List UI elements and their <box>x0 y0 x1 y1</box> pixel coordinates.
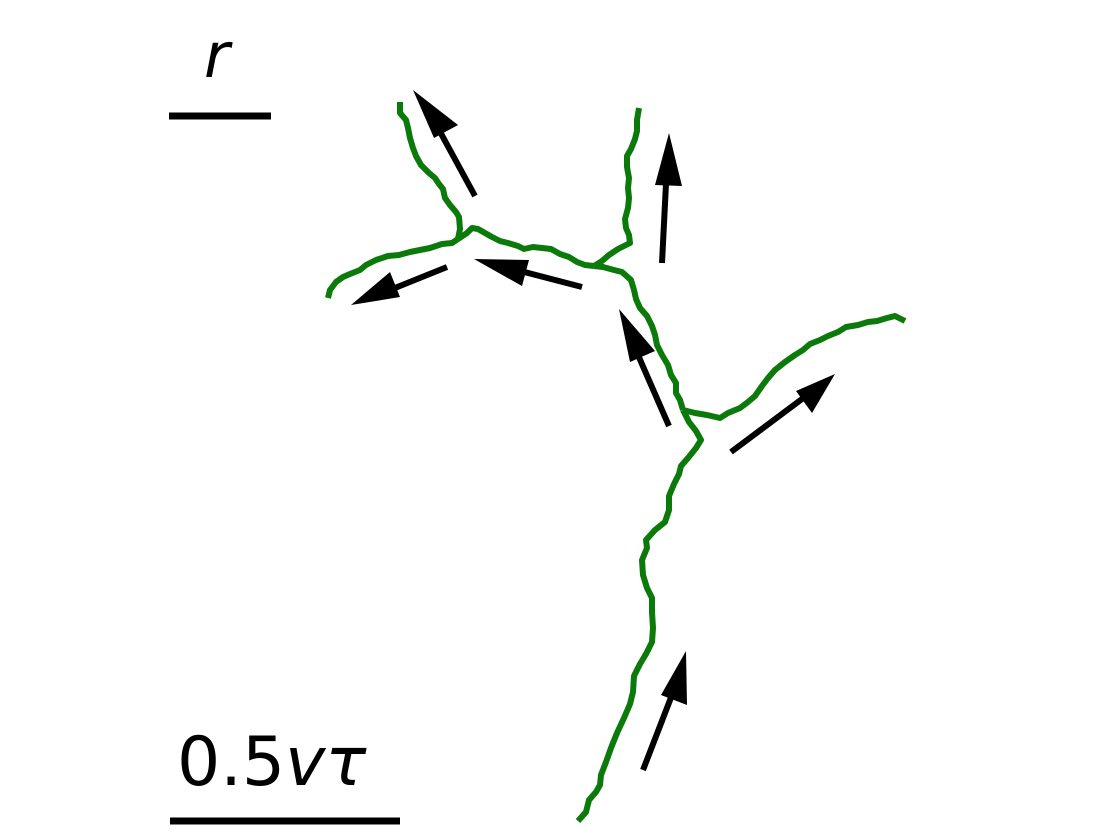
scale-bar-distance-symbol: vτ <box>285 723 367 802</box>
direction-arrow-icon <box>413 90 478 198</box>
direction-arrow-icon <box>474 259 583 290</box>
direction-arrow-icon <box>640 651 687 772</box>
path-trunk <box>575 408 704 823</box>
branching-path <box>325 102 907 823</box>
scale-bar-distance: 0.5vτ <box>170 723 400 825</box>
direction-arrow-icon <box>655 133 682 264</box>
path-branch-upper-right <box>592 107 642 269</box>
direction-arrow-icon <box>351 264 449 305</box>
direction-arrows <box>351 90 835 772</box>
scale-bar-distance-label: 0.5vτ <box>177 723 367 802</box>
scale-bar-r-label: r <box>204 19 233 92</box>
path-branch-left <box>325 236 460 299</box>
direction-arrow-icon <box>619 309 672 428</box>
scale-bar-r: r <box>169 19 271 120</box>
path-branch-top-left <box>397 102 463 240</box>
path-arc <box>456 225 595 269</box>
path-middle <box>593 263 686 411</box>
direction-arrow-icon <box>729 374 835 455</box>
scale-bar-distance-number: 0.5 <box>177 723 285 802</box>
path-branch-right <box>682 313 907 421</box>
